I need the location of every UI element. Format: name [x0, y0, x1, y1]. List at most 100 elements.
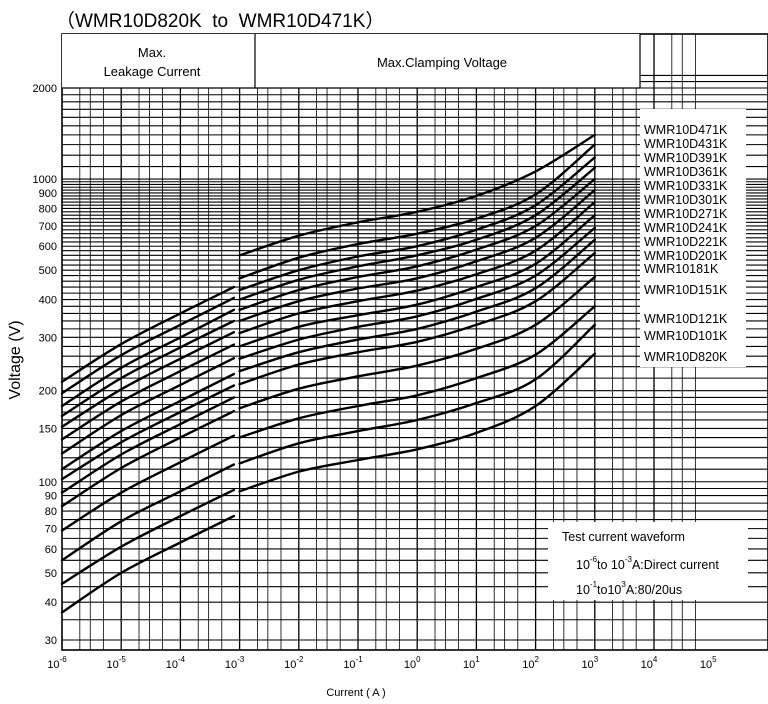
note-line2-mid: to 10	[597, 558, 625, 572]
leakage-curve-wmr10d201k	[60, 396, 236, 494]
leakage-curve-wmr10d301k	[60, 343, 236, 441]
note-line3-prefix: 10	[576, 583, 590, 597]
clamping-curve-wmr10d201k	[238, 238, 596, 373]
series-label-wmr10d820k: WMR10D820K	[644, 350, 728, 364]
series-label-wmr10d471k: WMR10D471K	[644, 123, 728, 137]
clamping-curve-wmr10d820k	[238, 352, 596, 493]
y-tick-50: 50	[45, 568, 57, 580]
y-tick-60: 60	[45, 544, 57, 556]
series-label-wmr10d221k: WMR10D221K	[644, 235, 728, 249]
series-label-wmr10d121k: WMR10D121K	[644, 312, 728, 326]
y-tick-200: 200	[39, 386, 57, 398]
x-tick-labels: 10-6 10-5 10-4 10-3 10-2 10-1 100 101 102 103 104 1…	[47, 655, 717, 671]
note-line3-exp2: 3	[621, 580, 626, 589]
leakage-curve-wmr10d471k	[60, 285, 236, 383]
series-label-panel	[640, 109, 746, 367]
y-tick-150: 150	[39, 423, 57, 435]
header-leakage-line2: Leakage Current	[104, 64, 201, 79]
y-tick-labels: 30 40 50 60 70 80 90 100 150 200 300 400 500 600 700 80…	[33, 83, 57, 647]
leakage-curve-wmr10d101k	[60, 488, 236, 585]
note-line3-suffix: A:80/20us	[626, 583, 682, 597]
x-tick-2: 102	[522, 655, 539, 671]
series-label-wmr10181k: WMR10181K	[644, 262, 719, 276]
series-label-wmr10d391k: WMR10D391K	[644, 151, 728, 165]
y-tick-600: 600	[39, 241, 57, 253]
series-label-wmr10d271k: WMR10D271K	[644, 207, 728, 221]
leakage-curve-wmr10d361k	[60, 319, 236, 418]
leakage-curve-wmr10d331k	[60, 331, 236, 428]
series-label-wmr10d431k: WMR10D431K	[644, 137, 728, 151]
clamping-curve-wmr10d271k	[238, 200, 596, 335]
note-line3-mid: to10	[597, 583, 621, 597]
y-tick-700: 700	[39, 221, 57, 233]
clamping-curve-wmr10d391k	[238, 156, 596, 292]
leakage-curve-wmr10d151k	[60, 434, 236, 532]
note-line2: 10-6to 10-3A:Direct current	[576, 555, 719, 572]
x-tick--4: 10-4	[166, 655, 186, 671]
y-tick-100: 100	[39, 477, 57, 489]
leakage-curve-wmr10181k	[60, 410, 236, 508]
x-tick-3: 103	[581, 655, 598, 671]
clamping-curve-wmr10d241k	[238, 214, 596, 348]
clamping-curve-wmr10d151k	[238, 275, 596, 410]
note-line3-exp1: -1	[590, 580, 598, 589]
note-line2-exp2: -3	[625, 555, 633, 564]
note-line1: Test current waveform	[562, 530, 685, 544]
test-waveform-note: Test current waveform 10-6to 10-3A:Direc…	[548, 522, 748, 600]
y-tick-900: 900	[39, 188, 57, 200]
clamping-curve-wmr10181k	[238, 251, 596, 386]
x-axis-label: Current ( A )	[326, 687, 385, 699]
clamping-curve-wmr10d101k	[238, 323, 596, 465]
series-label-wmr10d201k: WMR10D201K	[644, 249, 728, 263]
x-tick--3: 10-3	[225, 655, 245, 671]
clamping-curve-wmr10d471k	[238, 133, 596, 257]
x-tick--6: 10-6	[47, 655, 67, 671]
series-labels: WMR10D471KWMR10D431KWMR10D391KWMR10D361K…	[644, 123, 728, 364]
y-tick-40: 40	[45, 597, 57, 609]
y-tick-70: 70	[45, 524, 57, 536]
y-tick-80: 80	[45, 506, 57, 518]
series-label-wmr10d361k: WMR10D361K	[644, 165, 728, 179]
series-label-wmr10d331k: WMR10D331K	[644, 179, 728, 193]
clamping-curve-wmr10d221k	[238, 226, 596, 360]
leakage-curve-wmr10d820k	[60, 514, 236, 614]
y-tick-2000: 2000	[33, 83, 57, 95]
series-label-wmr10d301k: WMR10D301K	[644, 193, 728, 207]
clamping-curve-wmr10d431k	[238, 143, 596, 280]
y-axis-label: Voltage (V)	[7, 320, 24, 399]
note-line2-suffix: A:Direct current	[632, 558, 719, 572]
header-clamping: Max.Clamping Voltage	[377, 55, 507, 70]
y-tick-90: 90	[45, 491, 57, 503]
series-label-wmr10d241k: WMR10D241K	[644, 221, 728, 235]
clamping-curve-wmr10d331k	[238, 177, 596, 311]
x-tick--2: 10-2	[284, 655, 304, 671]
clamping-curve-wmr10d361k	[238, 166, 596, 301]
header-leakage-line1: Max.	[138, 45, 166, 60]
chart-title: （WMR10D820K to WMR10D471K）	[56, 11, 385, 32]
clamping-curve-wmr10d301k	[238, 188, 596, 323]
y-tick-30: 30	[45, 635, 57, 647]
y-tick-800: 800	[39, 203, 57, 215]
x-tick--1: 10-1	[343, 655, 363, 671]
clamping-curve-wmr10d121k	[238, 305, 596, 439]
header-background	[62, 34, 640, 88]
header-panel: Max. Leakage Current Max.Clamping Voltag…	[62, 34, 641, 89]
x-tick-4: 104	[641, 655, 658, 671]
x-tick-0: 100	[404, 655, 421, 671]
note-line2-prefix: 10	[576, 558, 590, 572]
note-line3: 10-1to103A:80/20us	[576, 580, 682, 597]
y-tick-400: 400	[39, 295, 57, 307]
leakage-curve-wmr10d221k	[60, 384, 236, 481]
leakage-curve-wmr10d271k	[60, 357, 236, 455]
series-label-wmr10d101k: WMR10D101K	[644, 329, 728, 343]
note-line2-exp1: -6	[590, 555, 598, 564]
series-label-wmr10d151k: WMR10D151K	[644, 283, 728, 297]
x-tick-1: 101	[463, 655, 480, 671]
series-curves	[60, 133, 596, 614]
leakage-curve-wmr10d431k	[60, 296, 236, 395]
leakage-curve-wmr10d121k	[60, 463, 236, 562]
y-tick-500: 500	[39, 265, 57, 277]
x-tick-5: 105	[700, 655, 717, 671]
x-tick--5: 10-5	[107, 655, 127, 671]
